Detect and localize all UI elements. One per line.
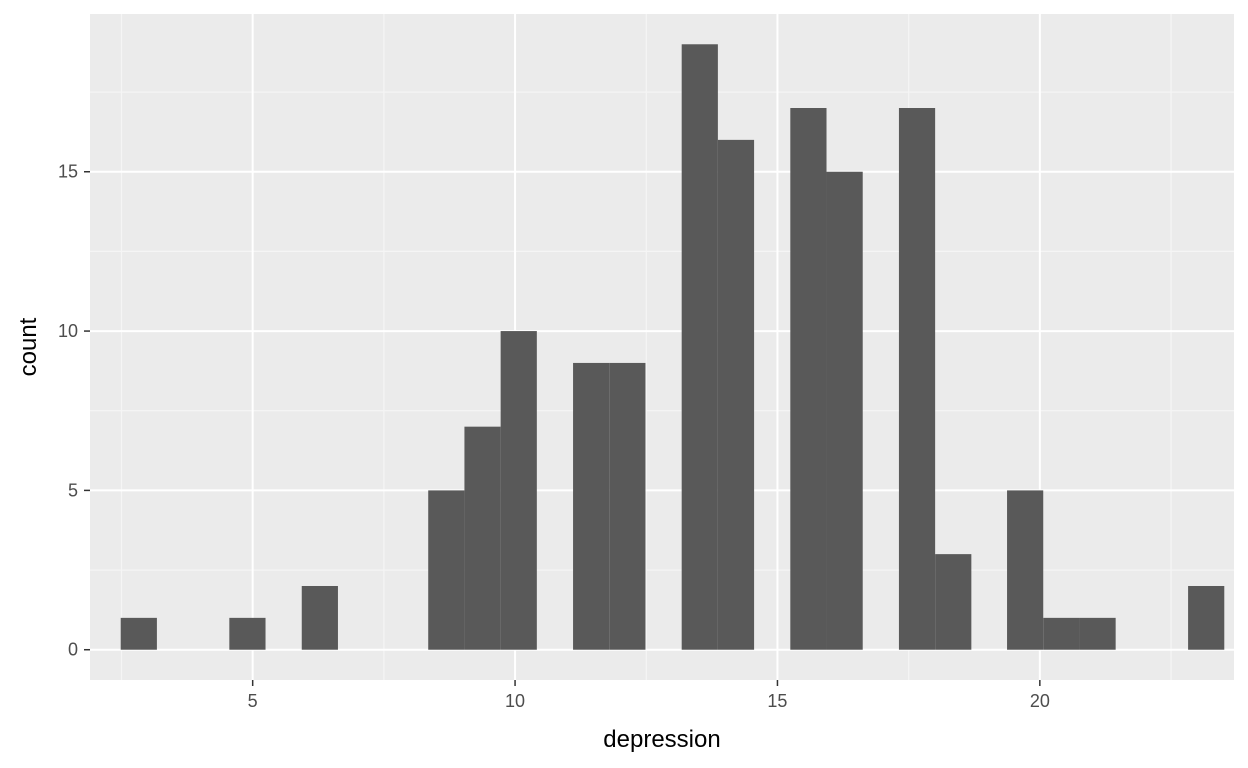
y-axis-title: count: [15, 317, 42, 376]
minor-gridlines: [90, 14, 1234, 680]
histogram-bars: [120, 44, 1225, 650]
histogram-bar: [609, 362, 646, 650]
x-axis: 5 10 15 20: [248, 680, 1050, 711]
x-tick-label: 20: [1030, 691, 1050, 711]
x-tick-label: 5: [248, 691, 258, 711]
y-tick-label: 5: [68, 480, 78, 500]
histogram-bar: [898, 108, 936, 650]
histogram-bar: [301, 585, 338, 650]
y-tick-label: 0: [68, 640, 78, 660]
histogram-bar: [428, 490, 465, 650]
histogram-bar: [1043, 617, 1080, 650]
y-tick-label: 10: [58, 321, 78, 341]
x-tick-label: 10: [505, 691, 525, 711]
histogram-bar: [717, 139, 755, 650]
histogram-bar: [935, 554, 972, 650]
panel-background: [90, 14, 1234, 680]
y-tick-label: 15: [58, 162, 78, 182]
histogram-bar: [790, 108, 827, 650]
x-axis-title: depression: [603, 726, 720, 753]
histogram-bar: [120, 617, 157, 650]
histogram-bar: [1007, 490, 1044, 650]
histogram-bar: [1188, 585, 1225, 650]
histogram-bar: [681, 44, 718, 650]
x-tick-label: 15: [767, 691, 787, 711]
histogram-bar: [500, 331, 537, 650]
histogram-bar: [573, 362, 610, 650]
histogram-bar: [826, 171, 863, 650]
histogram-bar: [1079, 617, 1116, 650]
histogram-bar: [229, 617, 266, 650]
y-axis: 0 5 10 15: [58, 162, 90, 660]
histogram-bar: [464, 426, 501, 650]
